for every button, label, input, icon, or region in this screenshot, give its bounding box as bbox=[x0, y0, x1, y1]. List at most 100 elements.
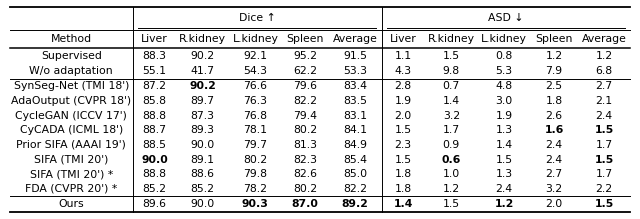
Text: 1.0: 1.0 bbox=[443, 169, 460, 179]
Text: L.kidney: L.kidney bbox=[481, 34, 527, 44]
Text: Prior SIFA (AAAI 19'): Prior SIFA (AAAI 19') bbox=[16, 140, 126, 150]
Text: 89.2: 89.2 bbox=[342, 199, 369, 209]
Text: 1.6: 1.6 bbox=[545, 125, 564, 135]
Text: 88.8: 88.8 bbox=[143, 169, 166, 179]
Text: Average: Average bbox=[582, 34, 627, 44]
Text: 85.2: 85.2 bbox=[143, 184, 166, 194]
Text: 2.7: 2.7 bbox=[545, 169, 563, 179]
Text: 2.4: 2.4 bbox=[545, 140, 563, 150]
Text: W/o adaptation: W/o adaptation bbox=[29, 66, 113, 76]
Text: 1.5: 1.5 bbox=[395, 155, 412, 165]
Text: 91.5: 91.5 bbox=[343, 51, 367, 60]
Text: SIFA (TMI 20') *: SIFA (TMI 20') * bbox=[29, 169, 113, 179]
Text: 4.8: 4.8 bbox=[495, 81, 513, 91]
Text: 82.2: 82.2 bbox=[343, 184, 367, 194]
Text: 90.0: 90.0 bbox=[190, 140, 214, 150]
Text: 89.1: 89.1 bbox=[191, 155, 214, 165]
Text: 83.5: 83.5 bbox=[343, 96, 367, 106]
Text: 87.2: 87.2 bbox=[143, 81, 166, 91]
Text: 2.6: 2.6 bbox=[545, 111, 563, 121]
Text: 76.6: 76.6 bbox=[243, 81, 268, 91]
Text: Ours: Ours bbox=[58, 199, 84, 209]
Text: 95.2: 95.2 bbox=[293, 51, 317, 60]
Text: 2.3: 2.3 bbox=[395, 140, 412, 150]
Text: 79.6: 79.6 bbox=[293, 81, 317, 91]
Text: 2.4: 2.4 bbox=[495, 184, 513, 194]
Text: 0.7: 0.7 bbox=[443, 81, 460, 91]
Text: 80.2: 80.2 bbox=[243, 155, 268, 165]
Text: AdaOutput (CVPR 18'): AdaOutput (CVPR 18') bbox=[11, 96, 131, 106]
Text: 85.8: 85.8 bbox=[143, 96, 166, 106]
Text: 2.5: 2.5 bbox=[545, 81, 563, 91]
Text: 1.3: 1.3 bbox=[495, 125, 513, 135]
Text: 2.0: 2.0 bbox=[395, 111, 412, 121]
Text: 90.3: 90.3 bbox=[242, 199, 269, 209]
Text: Method: Method bbox=[51, 34, 92, 44]
Text: 2.7: 2.7 bbox=[595, 81, 612, 91]
Text: L.kidney: L.kidney bbox=[232, 34, 278, 44]
Text: Dice ↑: Dice ↑ bbox=[239, 13, 276, 23]
Text: 1.5: 1.5 bbox=[595, 199, 614, 209]
Text: Supervised: Supervised bbox=[41, 51, 102, 60]
Text: 6.8: 6.8 bbox=[595, 66, 612, 76]
Text: R.kidney: R.kidney bbox=[179, 34, 226, 44]
Text: 85.0: 85.0 bbox=[343, 169, 367, 179]
Text: 84.1: 84.1 bbox=[343, 125, 367, 135]
Text: 1.5: 1.5 bbox=[595, 155, 614, 165]
Text: 79.8: 79.8 bbox=[243, 169, 268, 179]
Text: 1.2: 1.2 bbox=[495, 199, 514, 209]
Text: 87.0: 87.0 bbox=[292, 199, 319, 209]
Text: 2.0: 2.0 bbox=[545, 199, 563, 209]
Text: 90.0: 90.0 bbox=[141, 155, 168, 165]
Text: 1.2: 1.2 bbox=[545, 51, 563, 60]
Text: 3.0: 3.0 bbox=[495, 96, 513, 106]
Text: 1.5: 1.5 bbox=[443, 199, 460, 209]
Text: CyCADA (ICML 18'): CyCADA (ICML 18') bbox=[20, 125, 123, 135]
Text: 1.5: 1.5 bbox=[595, 125, 614, 135]
Text: 54.3: 54.3 bbox=[243, 66, 268, 76]
Text: 1.4: 1.4 bbox=[394, 199, 413, 209]
Text: 82.2: 82.2 bbox=[293, 96, 317, 106]
Text: 3.2: 3.2 bbox=[443, 111, 460, 121]
Text: 41.7: 41.7 bbox=[191, 66, 214, 76]
Text: R.kidney: R.kidney bbox=[428, 34, 475, 44]
Text: 1.5: 1.5 bbox=[495, 155, 513, 165]
Text: Liver: Liver bbox=[141, 34, 168, 44]
Text: 83.4: 83.4 bbox=[343, 81, 367, 91]
Text: 0.9: 0.9 bbox=[443, 140, 460, 150]
Text: 1.8: 1.8 bbox=[395, 169, 412, 179]
Text: 1.9: 1.9 bbox=[495, 111, 513, 121]
Text: 1.2: 1.2 bbox=[443, 184, 460, 194]
Text: 1.1: 1.1 bbox=[395, 51, 412, 60]
Text: 78.2: 78.2 bbox=[243, 184, 268, 194]
Text: 9.8: 9.8 bbox=[443, 66, 460, 76]
Text: 62.2: 62.2 bbox=[293, 66, 317, 76]
Text: 88.8: 88.8 bbox=[143, 111, 166, 121]
Text: 92.1: 92.1 bbox=[243, 51, 268, 60]
Text: Spleen: Spleen bbox=[536, 34, 573, 44]
Text: 1.8: 1.8 bbox=[545, 96, 563, 106]
Text: SIFA (TMI 20'): SIFA (TMI 20') bbox=[34, 155, 108, 165]
Text: 88.5: 88.5 bbox=[143, 140, 166, 150]
Text: 7.9: 7.9 bbox=[545, 66, 563, 76]
Text: 1.3: 1.3 bbox=[495, 169, 513, 179]
Text: 88.6: 88.6 bbox=[191, 169, 214, 179]
Text: 90.2: 90.2 bbox=[191, 51, 214, 60]
Text: 85.4: 85.4 bbox=[343, 155, 367, 165]
Text: 82.6: 82.6 bbox=[293, 169, 317, 179]
Text: Spleen: Spleen bbox=[287, 34, 324, 44]
Text: 1.5: 1.5 bbox=[395, 125, 412, 135]
Text: 90.0: 90.0 bbox=[190, 199, 214, 209]
Text: 78.1: 78.1 bbox=[243, 125, 268, 135]
Text: 84.9: 84.9 bbox=[343, 140, 367, 150]
Text: 83.1: 83.1 bbox=[343, 111, 367, 121]
Text: 89.3: 89.3 bbox=[191, 125, 214, 135]
Text: ASD ↓: ASD ↓ bbox=[488, 13, 524, 23]
Text: 1.9: 1.9 bbox=[395, 96, 412, 106]
Text: 82.3: 82.3 bbox=[293, 155, 317, 165]
Text: 2.4: 2.4 bbox=[545, 155, 563, 165]
Text: 81.3: 81.3 bbox=[293, 140, 317, 150]
Text: 1.7: 1.7 bbox=[595, 169, 612, 179]
Text: 76.8: 76.8 bbox=[243, 111, 268, 121]
Text: 55.1: 55.1 bbox=[143, 66, 166, 76]
